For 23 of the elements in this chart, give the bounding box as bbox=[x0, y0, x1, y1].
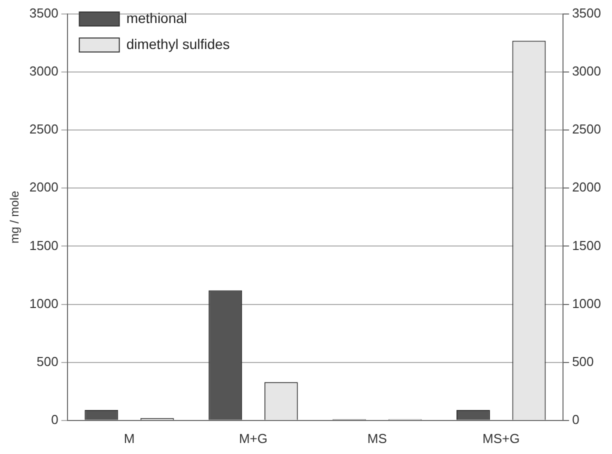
legend-label: methional bbox=[126, 10, 188, 26]
y2-tick-label: 2000 bbox=[572, 180, 601, 195]
legend-label: dimethyl sulfides bbox=[126, 36, 230, 52]
y2-tick-label: 2500 bbox=[572, 122, 601, 137]
y-tick-label: 2000 bbox=[29, 180, 58, 195]
y-tick-label: 3000 bbox=[29, 64, 58, 79]
y2-tick-label: 1000 bbox=[572, 296, 601, 311]
y-tick-label: 500 bbox=[36, 354, 58, 369]
y2-tick-label: 3000 bbox=[572, 64, 601, 79]
x-tick-label: M bbox=[124, 430, 135, 446]
y2-tick-label: 500 bbox=[572, 354, 594, 369]
x-tick-label: MS+G bbox=[482, 430, 520, 446]
y-tick-label: 1500 bbox=[29, 238, 58, 253]
y-tick-label: 2500 bbox=[29, 122, 58, 137]
x-tick-label: M+G bbox=[238, 430, 268, 446]
x-tick-label: MS bbox=[367, 430, 388, 446]
y-tick-label: 0 bbox=[51, 412, 58, 427]
y-tick-label: 1000 bbox=[29, 296, 58, 311]
y-tick-label: 3500 bbox=[29, 6, 58, 21]
y-axis-title: mg / mole bbox=[8, 190, 22, 244]
y2-tick-label: 3500 bbox=[572, 6, 601, 21]
y2-tick-label: 1500 bbox=[572, 238, 601, 253]
y2-tick-label: 0 bbox=[572, 412, 580, 427]
